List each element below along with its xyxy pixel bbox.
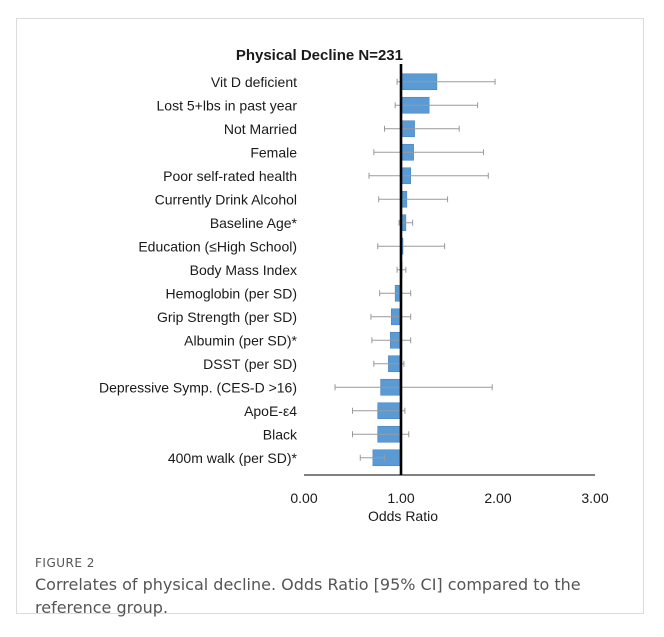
category-label: Baseline Age* <box>210 215 298 231</box>
category-labels: Vit D deficient Lost 5+lbs in past year No… <box>99 74 298 466</box>
category-label: Education (≤High School) <box>138 238 297 254</box>
category-label: Hemoglobin (per SD) <box>166 285 298 301</box>
tick-label: 0.00 <box>290 490 317 506</box>
category-label: Black <box>263 426 298 442</box>
figure-label: FIGURE 2 <box>35 556 95 570</box>
figure-panel: Physical Decline N=231 Vit D deficient Lo… <box>16 18 644 617</box>
category-label: Poor self-rated health <box>163 168 297 184</box>
bars-layer <box>334 73 496 467</box>
category-label: Body Mass Index <box>190 262 297 278</box>
category-label: 400m walk (per SD)* <box>168 450 298 466</box>
category-label: Albumin (per SD)* <box>184 332 297 348</box>
category-label: DSST (per SD) <box>203 356 297 372</box>
category-label: Female <box>250 144 297 160</box>
figure-caption: Correlates of physical decline. Odds Rat… <box>35 575 581 617</box>
category-label: Vit D deficient <box>211 74 297 90</box>
tick-label: 1.00 <box>387 490 414 506</box>
category-label: Grip Strength (per SD) <box>157 309 297 325</box>
x-tick-labels: 0.00 1.00 2.00 3.00 <box>290 490 608 506</box>
x-axis-label: Odds Ratio <box>368 508 438 524</box>
chart-title: Physical Decline N=231 <box>236 47 403 64</box>
category-label: Currently Drink Alcohol <box>155 191 297 207</box>
category-label: Depressive Symp. (CES-D >16) <box>99 379 297 395</box>
tick-label: 3.00 <box>581 490 608 506</box>
category-label: ApoE-ε4 <box>244 403 297 419</box>
category-label: Lost 5+lbs in past year <box>157 97 298 113</box>
forest-chart: Physical Decline N=231 Vit D deficient Lo… <box>99 47 609 524</box>
tick-label: 2.00 <box>484 490 511 506</box>
category-label: Not Married <box>224 121 297 137</box>
